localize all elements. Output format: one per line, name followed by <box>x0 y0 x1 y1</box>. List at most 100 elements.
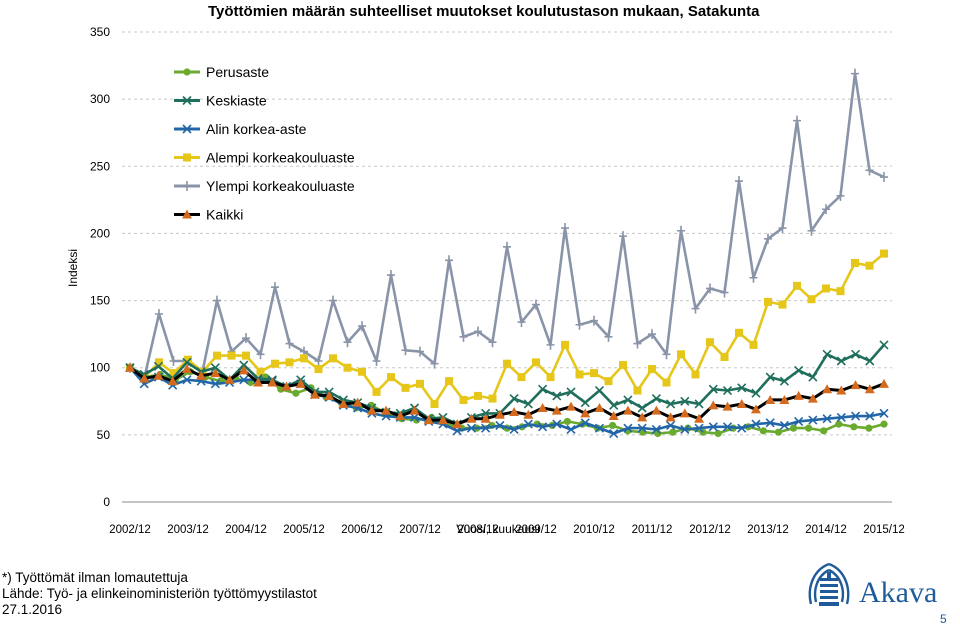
data-point <box>694 399 704 409</box>
data-point <box>651 394 661 404</box>
akava-emblem-icon: Akava <box>808 562 937 609</box>
data-point <box>509 407 520 417</box>
data-point <box>764 297 772 306</box>
data-point <box>708 422 718 432</box>
data-point <box>238 365 249 375</box>
y-tick-label: 150 <box>90 294 110 308</box>
data-point <box>466 413 477 423</box>
data-point <box>300 354 308 363</box>
data-point <box>210 363 220 373</box>
data-point <box>552 391 562 401</box>
data-point <box>409 405 420 415</box>
data-point <box>523 409 534 419</box>
series-line <box>129 72 885 379</box>
data-point <box>749 340 758 349</box>
data-point <box>409 412 420 422</box>
data-point <box>169 356 178 366</box>
data-point <box>822 284 830 293</box>
data-point <box>210 368 221 378</box>
y-tick-label: 50 <box>97 428 111 442</box>
x-axis-ticks: 2002/12 2003/12 2004/12 2005/12 2006/12 2007/… <box>109 524 905 536</box>
data-point <box>865 261 874 270</box>
x-tick-label: 2002/12 <box>109 524 151 536</box>
data-point <box>865 165 874 176</box>
data-point <box>445 377 453 386</box>
data-point <box>381 405 392 415</box>
data-point <box>575 319 584 330</box>
data-point <box>253 377 264 387</box>
data-point <box>416 379 424 388</box>
data-point <box>358 367 366 376</box>
data-point <box>271 282 279 293</box>
data-point <box>850 411 861 421</box>
data-point <box>182 95 192 106</box>
data-point <box>633 386 642 395</box>
data-point <box>503 359 511 368</box>
data-point <box>401 345 410 356</box>
page-number: 5 <box>940 612 947 626</box>
data-point <box>182 375 192 385</box>
data-point <box>807 295 816 304</box>
data-point <box>714 429 722 438</box>
data-point <box>488 394 497 403</box>
data-point <box>594 423 605 433</box>
data-point <box>722 422 733 432</box>
data-point <box>552 419 562 429</box>
data-point <box>366 405 377 415</box>
data-point <box>575 370 584 379</box>
data-point <box>372 387 381 396</box>
data-point <box>153 370 164 380</box>
data-point <box>495 420 505 431</box>
data-point <box>387 373 395 382</box>
data-point <box>227 351 236 360</box>
data-point <box>372 356 381 366</box>
data-point <box>480 413 491 423</box>
legend: Perusaste Keskiaste Alin korkea-aste Alempi… <box>174 64 355 223</box>
data-point <box>338 398 349 408</box>
data-point <box>637 403 647 413</box>
data-point <box>608 411 619 421</box>
data-point <box>139 373 150 383</box>
data-point <box>561 223 569 234</box>
data-point <box>481 423 491 433</box>
data-point <box>184 355 192 364</box>
data-point <box>793 390 804 400</box>
data-point <box>822 204 830 215</box>
data-point <box>494 409 505 419</box>
x-tick-label: 2013/12 <box>747 524 789 536</box>
data-point <box>765 394 776 404</box>
data-point <box>751 419 761 429</box>
data-point <box>481 408 491 418</box>
data-point <box>765 372 775 382</box>
data-point <box>793 281 801 290</box>
data-point <box>765 418 775 428</box>
data-point <box>751 388 761 398</box>
data-point <box>466 423 476 433</box>
data-point <box>669 428 677 436</box>
data-point <box>822 384 833 394</box>
data-point <box>737 423 747 433</box>
data-point <box>546 373 555 382</box>
logo-wordmark: Akava <box>859 576 937 609</box>
x-tick-label: 2015/12 <box>863 524 905 536</box>
data-point <box>242 333 250 344</box>
data-point <box>666 420 676 431</box>
data-point <box>256 349 265 360</box>
data-point <box>680 424 690 435</box>
data-point <box>509 424 519 435</box>
data-point <box>566 401 577 411</box>
data-point <box>865 411 875 421</box>
data-point <box>452 419 463 429</box>
data-point <box>604 377 613 386</box>
data-point <box>651 405 662 415</box>
data-point <box>677 350 685 359</box>
data-point <box>865 356 875 366</box>
data-point <box>623 395 633 405</box>
data-point <box>880 249 888 258</box>
series-6 <box>125 362 889 429</box>
data-point <box>609 428 619 439</box>
data-point <box>807 393 818 403</box>
data-point <box>680 396 690 406</box>
data-point <box>523 419 533 429</box>
data-point <box>488 337 497 348</box>
